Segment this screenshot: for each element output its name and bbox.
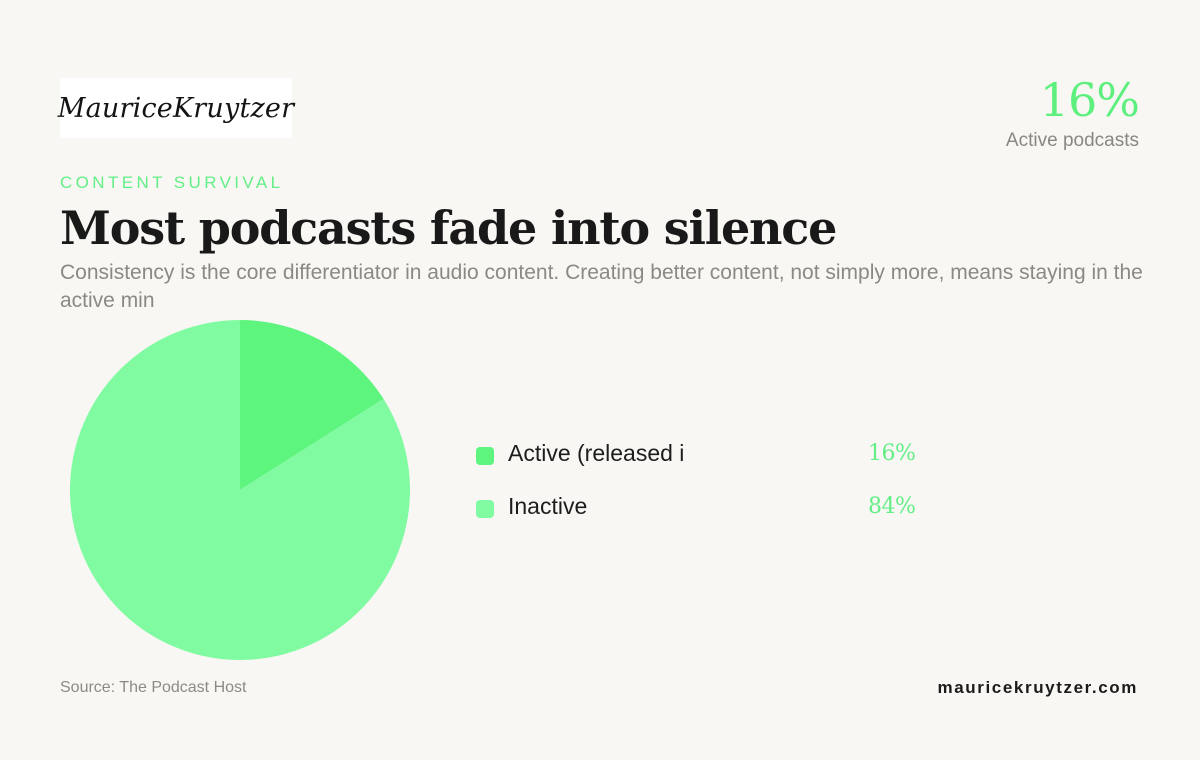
source-note: Source: The Podcast Host xyxy=(60,679,247,696)
website-link[interactable]: mauricekruytzer.com xyxy=(937,678,1138,697)
pie-slice-active xyxy=(240,320,384,490)
kpi-callout: 16% Active podcasts xyxy=(1005,72,1140,152)
pie-chart xyxy=(68,318,412,662)
brand-logo-text: MauriceKruytzer xyxy=(57,92,295,124)
legend-swatch-inactive xyxy=(476,500,494,518)
page-subtitle: Consistency is the core differentiator i… xyxy=(60,261,1143,312)
section-eyebrow: CONTENT SURVIVAL xyxy=(60,173,284,192)
legend-value-active: 16% xyxy=(868,441,916,466)
legend-label-active: Active (released i xyxy=(508,440,685,466)
kpi-label: Active podcasts xyxy=(1005,130,1139,151)
kpi-value: 16% xyxy=(1039,73,1140,127)
legend-label-inactive: Inactive xyxy=(508,493,588,519)
pie-slice-inactive xyxy=(70,320,411,660)
page-title: Most podcasts fade into silence xyxy=(60,201,837,255)
chart-legend: Active (released i 16% Inactive 84% xyxy=(476,437,936,543)
legend-value-inactive: 84% xyxy=(868,494,916,519)
legend-item-inactive: Inactive 84% xyxy=(476,490,936,543)
pie-chart-svg xyxy=(70,320,411,660)
brand-logo: MauriceKruytzer xyxy=(57,78,295,138)
legend-item-active: Active (released i 16% xyxy=(476,437,936,490)
legend-swatch-active xyxy=(476,447,494,465)
